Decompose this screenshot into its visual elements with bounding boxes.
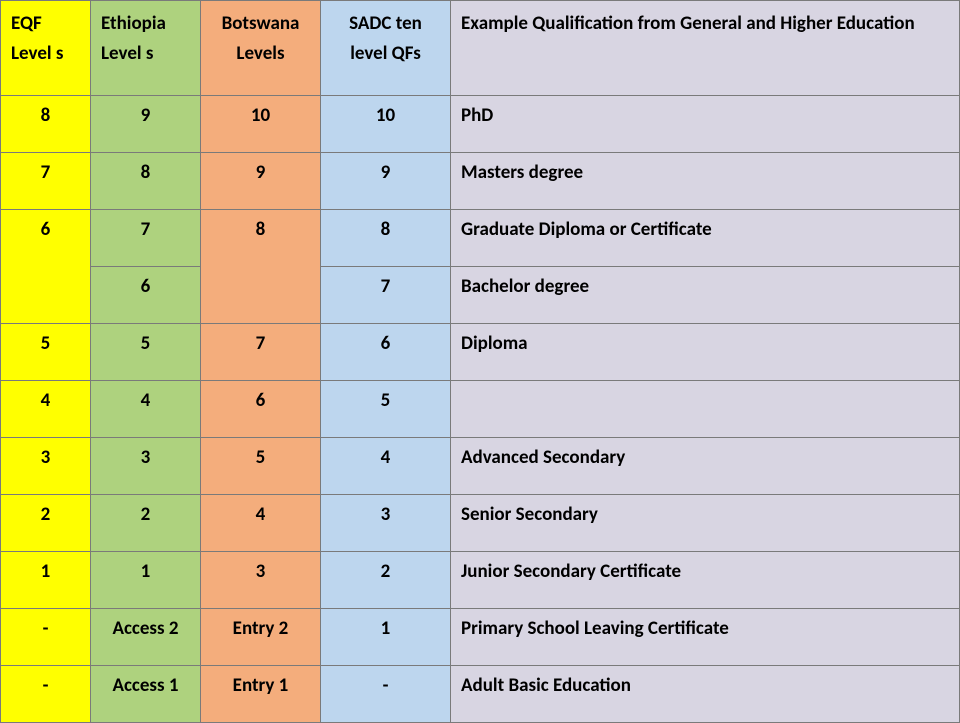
cell-sadc: 5 xyxy=(321,381,451,438)
table-row: 8 9 10 10 PhD xyxy=(1,96,960,153)
cell-botswana: 6 xyxy=(201,381,321,438)
cell-eqf: 5 xyxy=(1,324,91,381)
table-row: 1 1 3 2 Junior Secondary Certificate xyxy=(1,552,960,609)
cell-ethiopia: 1 xyxy=(91,552,201,609)
cell-sadc: 10 xyxy=(321,96,451,153)
cell-eqf: 7 xyxy=(1,153,91,210)
cell-example: Bachelor degree xyxy=(451,267,960,324)
table-row: 6 7 8 8 Graduate Diploma or Certificate xyxy=(1,210,960,267)
cell-sadc: 9 xyxy=(321,153,451,210)
cell-eqf: 2 xyxy=(1,495,91,552)
cell-example: Diploma xyxy=(451,324,960,381)
cell-eqf: 8 xyxy=(1,96,91,153)
cell-botswana: 7 xyxy=(201,324,321,381)
cell-example: PhD xyxy=(451,96,960,153)
cell-eqf: 4 xyxy=(1,381,91,438)
table-row: 5 5 7 6 Diploma xyxy=(1,324,960,381)
cell-ethiopia: 8 xyxy=(91,153,201,210)
cell-sadc: 6 xyxy=(321,324,451,381)
cell-ethiopia: Access 1 xyxy=(91,666,201,723)
col-header-sadc: SADC ten level QFs xyxy=(321,1,451,96)
cell-example: Advanced Secondary xyxy=(451,438,960,495)
cell-botswana: 5 xyxy=(201,438,321,495)
table-row: 6 7 Bachelor degree xyxy=(1,267,960,324)
cell-sadc: 3 xyxy=(321,495,451,552)
cell-ethiopia: 7 xyxy=(91,210,201,267)
cell-eqf: - xyxy=(1,666,91,723)
table-row: 4 4 6 5 xyxy=(1,381,960,438)
table-body: 8 9 10 10 PhD 7 8 9 9 Masters degree 6 7… xyxy=(1,96,960,723)
cell-botswana: 4 xyxy=(201,495,321,552)
cell-eqf: 6 xyxy=(1,210,91,324)
cell-ethiopia: 6 xyxy=(91,267,201,324)
cell-botswana: 3 xyxy=(201,552,321,609)
cell-botswana: Entry 1 xyxy=(201,666,321,723)
cell-botswana: 9 xyxy=(201,153,321,210)
table-row: 3 3 5 4 Advanced Secondary xyxy=(1,438,960,495)
table-row: 2 2 4 3 Senior Secondary xyxy=(1,495,960,552)
cell-sadc: - xyxy=(321,666,451,723)
table-row: 7 8 9 9 Masters degree xyxy=(1,153,960,210)
cell-example: Graduate Diploma or Certificate xyxy=(451,210,960,267)
cell-sadc: 1 xyxy=(321,609,451,666)
cell-ethiopia: 9 xyxy=(91,96,201,153)
cell-botswana: 10 xyxy=(201,96,321,153)
cell-example: Masters degree xyxy=(451,153,960,210)
cell-sadc: 4 xyxy=(321,438,451,495)
col-header-ethiopia: Ethiopia Level s xyxy=(91,1,201,96)
col-header-example: Example Qualification from General and H… xyxy=(451,1,960,96)
cell-eqf: - xyxy=(1,609,91,666)
cell-ethiopia: Access 2 xyxy=(91,609,201,666)
cell-ethiopia: 3 xyxy=(91,438,201,495)
cell-botswana: 8 xyxy=(201,210,321,324)
cell-example: Primary School Leaving Certificate xyxy=(451,609,960,666)
qualifications-table: EQF Level s Ethiopia Level s Botswana Le… xyxy=(0,0,960,723)
table-row: - Access 2 Entry 2 1 Primary School Leav… xyxy=(1,609,960,666)
cell-example: Junior Secondary Certificate xyxy=(451,552,960,609)
cell-example xyxy=(451,381,960,438)
col-header-eqf: EQF Level s xyxy=(1,1,91,96)
table-row: - Access 1 Entry 1 - Adult Basic Educati… xyxy=(1,666,960,723)
cell-sadc: 8 xyxy=(321,210,451,267)
cell-botswana: Entry 2 xyxy=(201,609,321,666)
cell-example: Adult Basic Education xyxy=(451,666,960,723)
cell-sadc: 2 xyxy=(321,552,451,609)
cell-eqf: 3 xyxy=(1,438,91,495)
cell-ethiopia: 2 xyxy=(91,495,201,552)
cell-eqf: 1 xyxy=(1,552,91,609)
table-header-row: EQF Level s Ethiopia Level s Botswana Le… xyxy=(1,1,960,96)
cell-example: Senior Secondary xyxy=(451,495,960,552)
col-header-botswana: Botswana Levels xyxy=(201,1,321,96)
cell-sadc: 7 xyxy=(321,267,451,324)
cell-ethiopia: 5 xyxy=(91,324,201,381)
cell-ethiopia: 4 xyxy=(91,381,201,438)
